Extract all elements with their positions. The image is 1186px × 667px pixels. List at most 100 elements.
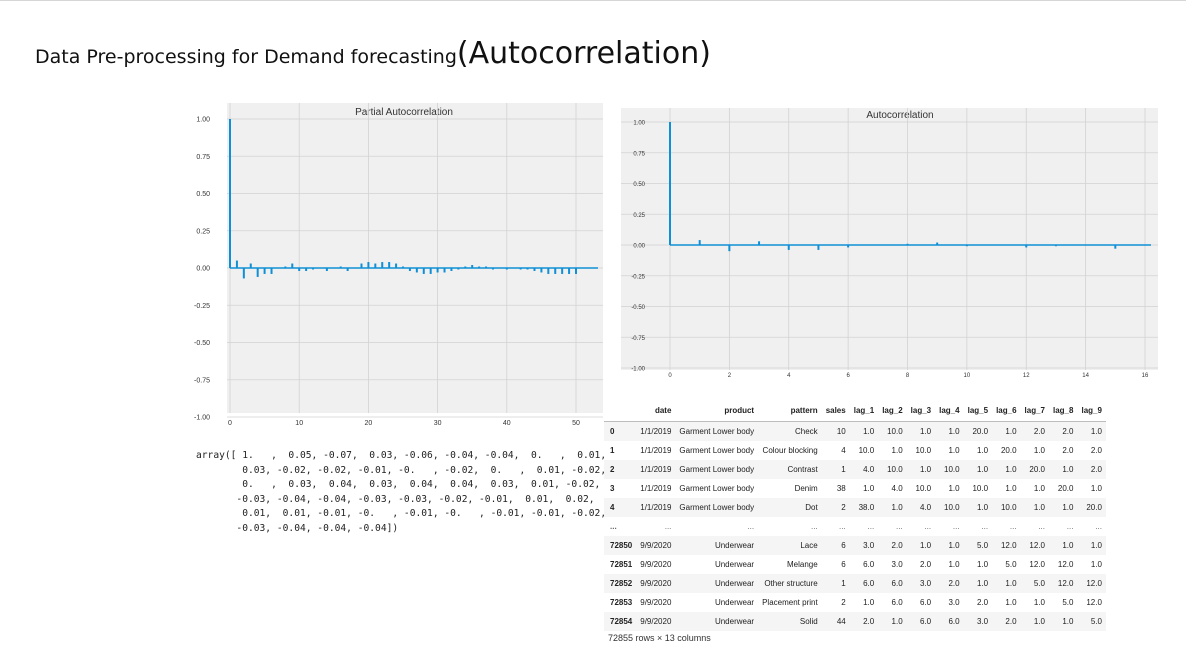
table-cell: 1.0 — [948, 484, 960, 493]
col-header-lag-2: lag_2 — [878, 403, 907, 422]
table-cell: 38.0 — [858, 503, 875, 512]
table-cell: Garment Lower body — [679, 503, 755, 512]
table-cell: 4.0 — [891, 484, 903, 493]
dataframe-body: 0 1/1/2019 Garment Lower body Check 10 1.0 10.… — [604, 421, 1106, 631]
top-divider — [0, 0, 1186, 1]
col-header-product: product — [675, 403, 759, 422]
table-cell: 1.0 — [1090, 427, 1102, 436]
table-cell: 10 — [836, 427, 846, 436]
table-cell: 9/9/2020 — [640, 579, 672, 588]
table-cell: 10.0 — [944, 503, 960, 512]
table-cell: 1.0 — [1062, 541, 1074, 550]
table-cell: 20.0 — [1000, 446, 1017, 455]
table-cell: 6.0 — [920, 598, 932, 607]
table-cell: 3.0 — [920, 579, 932, 588]
col-header-index — [604, 403, 637, 422]
table-cell: 5.0 — [976, 541, 989, 550]
table-cell: 2.0 — [1090, 465, 1102, 474]
col-header-lag-1: lag_1 — [849, 403, 879, 422]
table-cell: 38 — [836, 484, 846, 493]
table-cell: 2.0 — [1033, 427, 1045, 436]
x-tick-label: 2 — [728, 373, 732, 379]
table-cell: 1/1/2019 — [640, 503, 672, 512]
table-cell: 72853 — [610, 598, 633, 607]
table-cell: 1.0 — [920, 541, 932, 550]
slide-title: Data Pre-processing for Demand forecasti… — [35, 36, 711, 71]
table-cell: ... — [811, 522, 818, 531]
table-cell: 1.0 — [948, 446, 960, 455]
table-cell: 6.0 — [948, 617, 960, 626]
y-tick-label: 0.50 — [633, 182, 645, 188]
table-cell: ... — [747, 522, 755, 531]
table-cell: 9/9/2020 — [640, 598, 672, 607]
col-header-lag-5: lag_5 — [963, 403, 993, 422]
array-line: 0.03, -0.02, -0.02, -0.01, -0. , -0.02, … — [196, 464, 607, 476]
table-cell: 3.0 — [976, 617, 989, 626]
table-cell: 2.0 — [920, 560, 932, 569]
table-cell: Underwear — [714, 541, 755, 550]
table-cell: 1.0 — [1062, 465, 1074, 474]
y-tick-label: -1.00 — [631, 367, 645, 373]
x-tick-label: 0 — [668, 373, 672, 379]
x-tick-label: 10 — [295, 420, 303, 427]
y-tick-label: -0.75 — [194, 377, 210, 384]
slide-title-paren: (Autocorrelation) — [456, 36, 711, 71]
array-line: -0.03, -0.04, -0.04, -0.03, -0.03, -0.02… — [196, 493, 595, 505]
table-row: 72852 9/9/2020 Underwear Other structure 1 6.… — [604, 574, 1106, 593]
y-tick-label: 0.00 — [196, 266, 210, 273]
table-row: 1 1/1/2019 Garment Lower body Colour blocki… — [604, 441, 1106, 460]
table-cell: 1.0 — [863, 484, 875, 493]
y-tick-label: 0.25 — [633, 213, 645, 219]
x-tick-label: 40 — [503, 420, 511, 427]
table-cell: 4.0 — [920, 503, 932, 512]
table-cell: Placement print — [762, 598, 818, 607]
table-cell: 1 — [841, 579, 846, 588]
table-cell: 5.0 — [1090, 617, 1102, 626]
x-tick-label: 8 — [906, 373, 910, 379]
table-cell: 2.0 — [1062, 446, 1074, 455]
table-cell: 9/9/2020 — [640, 541, 672, 550]
table-cell: 12.0 — [1029, 560, 1045, 569]
table-cell: 6 — [841, 541, 846, 550]
table-cell: 1/1/2019 — [640, 446, 672, 455]
pacf-title: Partial Autocorrelation — [355, 107, 453, 118]
table-cell: 2.0 — [948, 579, 960, 588]
table-cell: ... — [1095, 522, 1102, 531]
table-cell: 12.0 — [1029, 541, 1045, 550]
table-cell: 10.0 — [944, 465, 960, 474]
x-tick-label: 6 — [846, 373, 850, 379]
table-cell: 2.0 — [863, 617, 875, 626]
table-cell: 1.0 — [948, 427, 960, 436]
table-cell: ... — [664, 522, 672, 531]
x-tick-label: 50 — [572, 420, 580, 427]
table-cell: 5.0 — [1033, 579, 1045, 588]
table-cell: 12.0 — [1057, 560, 1074, 569]
table-cell: ... — [895, 522, 903, 531]
table-cell: Underwear — [714, 560, 755, 569]
dataframe-table: date product pattern sales lag_1 lag_2 l… — [604, 403, 1106, 631]
table-cell: Melange — [787, 560, 818, 569]
table-cell: 1.0 — [1005, 465, 1017, 474]
y-tick-label: 1.00 — [196, 117, 210, 124]
table-cell: 1.0 — [1090, 484, 1102, 493]
table-cell: 6.0 — [891, 598, 903, 607]
table-cell: 4 — [841, 446, 846, 455]
col-header-date: date — [636, 403, 676, 422]
table-cell: Denim — [794, 484, 818, 493]
table-cell: 72852 — [610, 579, 633, 588]
array-line: -0.03, -0.04, -0.04, -0.04]) — [196, 522, 399, 534]
table-cell: 4 — [610, 503, 615, 512]
table-cell: ... — [952, 522, 960, 531]
table-cell: 1.0 — [1090, 560, 1102, 569]
table-cell: Underwear — [714, 598, 755, 607]
x-tick-label: 4 — [787, 373, 791, 379]
col-header-lag-3: lag_3 — [906, 403, 936, 422]
x-tick-label: 20 — [365, 420, 373, 427]
table-cell: 1.0 — [891, 503, 903, 512]
table-cell: 1.0 — [976, 465, 989, 474]
table-cell: 3.0 — [863, 541, 875, 550]
table-cell: Other structure — [764, 579, 818, 588]
y-tick-label: -0.75 — [631, 336, 645, 342]
table-cell: 10.0 — [887, 465, 903, 474]
table-cell: Colour blocking — [762, 446, 818, 455]
